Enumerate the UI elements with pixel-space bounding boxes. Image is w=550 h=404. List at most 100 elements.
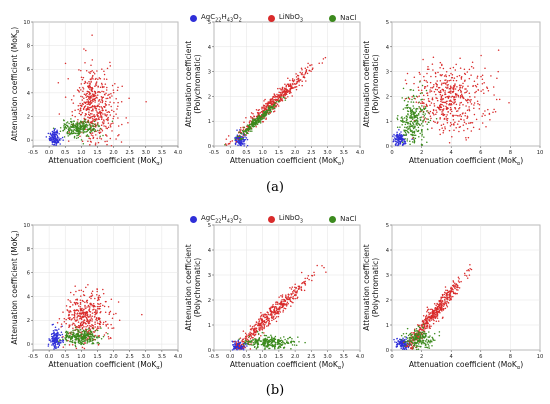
data-point xyxy=(57,342,60,344)
data-point xyxy=(81,333,84,335)
data-point xyxy=(58,132,60,135)
data-point xyxy=(442,114,444,116)
data-point xyxy=(421,105,423,107)
data-point xyxy=(423,115,426,117)
data-point xyxy=(322,58,325,60)
data-point xyxy=(269,100,272,102)
data-point xyxy=(416,108,419,110)
data-point xyxy=(454,93,457,95)
data-point xyxy=(458,107,461,109)
data-point xyxy=(411,95,413,98)
data-point xyxy=(279,87,281,90)
data-point xyxy=(280,306,283,309)
data-point xyxy=(469,99,471,101)
data-point xyxy=(436,80,438,82)
data-point xyxy=(55,144,57,147)
x-tick-label: 6 xyxy=(479,354,482,360)
data-point xyxy=(396,136,398,138)
data-point xyxy=(96,288,98,290)
data-point xyxy=(294,289,296,291)
data-point xyxy=(289,287,291,289)
x-tick-label: 2.0 xyxy=(291,354,299,360)
data-point xyxy=(465,136,467,139)
data-point xyxy=(239,337,242,339)
data-point xyxy=(272,106,274,108)
data-point xyxy=(58,333,60,336)
data-point xyxy=(442,132,444,134)
data-point xyxy=(79,318,81,320)
y-tick-label: 2 xyxy=(208,298,211,304)
data-point xyxy=(438,91,441,94)
data-point xyxy=(249,128,251,130)
data-point xyxy=(452,123,455,126)
data-point xyxy=(468,92,471,94)
data-point xyxy=(434,71,437,74)
data-point xyxy=(97,124,99,127)
data-point xyxy=(488,113,491,115)
data-point xyxy=(403,140,405,142)
data-point xyxy=(463,272,466,275)
data-point xyxy=(269,104,271,107)
x-axis-label: Attenuation coefficient (MoKα) xyxy=(48,360,162,371)
data-point xyxy=(470,268,473,271)
data-point xyxy=(110,92,112,95)
data-point xyxy=(287,96,289,98)
data-point xyxy=(284,338,286,341)
data-point xyxy=(423,319,426,321)
scatter-panel-b-2: -0.5 0.0 0.5 1.0 1.5 2.0 2.5 3.0 3.5 4.0012345Att… xyxy=(184,223,364,371)
data-point xyxy=(91,118,94,120)
x-tick-label: 3.0 xyxy=(323,354,331,360)
data-point xyxy=(112,117,114,120)
data-point xyxy=(56,129,58,131)
data-point xyxy=(105,97,107,100)
data-point xyxy=(442,88,444,91)
data-point xyxy=(470,121,472,124)
data-point xyxy=(261,331,264,334)
data-point xyxy=(441,127,443,129)
data-point xyxy=(89,131,92,134)
data-point xyxy=(419,73,421,75)
data-point xyxy=(84,121,87,124)
data-point xyxy=(80,121,83,124)
data-point xyxy=(102,91,105,93)
data-point xyxy=(238,341,240,344)
data-point xyxy=(79,120,82,122)
data-point xyxy=(264,110,267,113)
data-point xyxy=(413,117,415,119)
data-point xyxy=(452,88,454,90)
data-point xyxy=(445,83,447,85)
data-point xyxy=(92,109,94,112)
y-tick-label: 2 xyxy=(27,318,30,324)
data-point xyxy=(83,347,86,350)
data-point xyxy=(399,338,401,341)
data-point xyxy=(79,335,81,338)
data-point xyxy=(311,68,314,71)
data-point xyxy=(403,129,405,131)
data-point xyxy=(263,325,266,327)
data-point xyxy=(294,286,296,289)
data-point xyxy=(93,72,96,75)
data-point xyxy=(413,114,415,117)
data-point xyxy=(127,122,129,124)
data-point xyxy=(63,128,66,131)
data-point xyxy=(76,326,79,328)
data-point xyxy=(105,300,107,303)
data-point xyxy=(79,331,81,333)
data-point xyxy=(433,113,435,116)
data-point xyxy=(454,108,457,110)
data-point xyxy=(400,347,402,349)
data-point xyxy=(241,133,243,135)
data-point xyxy=(424,117,426,119)
data-point xyxy=(90,292,93,294)
data-point xyxy=(437,305,440,307)
y-tick-label: 4 xyxy=(208,248,212,254)
y-axis-label: Attenuation coefficient(Polychromatic) xyxy=(362,41,380,128)
data-point xyxy=(79,108,82,110)
data-point xyxy=(50,341,52,343)
data-point xyxy=(269,102,272,105)
data-point xyxy=(437,107,440,109)
data-point xyxy=(77,118,79,121)
data-point xyxy=(102,321,105,324)
data-point xyxy=(108,313,110,315)
